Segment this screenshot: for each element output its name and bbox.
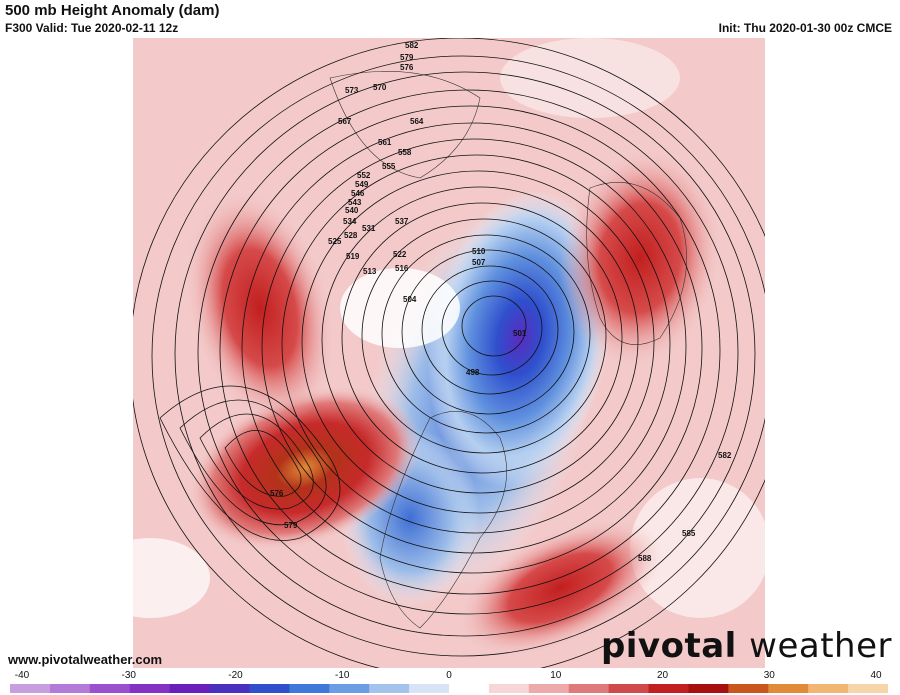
colorbar-tick: 20 (656, 670, 669, 681)
contour-label: 588 (638, 554, 652, 563)
contour-label: 579 (400, 53, 414, 62)
map-title: 500 mb Height Anomaly (dam) (5, 2, 220, 19)
contour-label: 534 (343, 217, 357, 226)
website-url[interactable]: www.pivotalweather.com (8, 652, 163, 667)
colorbar-tick: -40 (14, 670, 30, 681)
colorbar-tick: 30 (763, 670, 775, 681)
colorbar-swatch (608, 684, 650, 693)
colorbar-swatch (209, 684, 250, 693)
contour-label: 585 (682, 529, 696, 538)
contour-label: 579 (284, 521, 298, 530)
contour-label: 519 (346, 252, 360, 261)
contour-label: 516 (395, 264, 409, 273)
colorbar-swatch (648, 684, 689, 693)
colorbar-swatch (369, 684, 410, 693)
contour-label: 561 (378, 138, 392, 147)
contour-label: 567 (338, 117, 352, 126)
colorbar-tick: 10 (550, 670, 562, 681)
contour-label: 582 (718, 451, 732, 460)
contour-label: 555 (382, 162, 396, 171)
colorbar-swatch (449, 684, 490, 693)
contour-label: 531 (362, 224, 376, 233)
colorbar-swatch (488, 684, 530, 693)
contour-label: 549 (355, 180, 369, 189)
contour-label: 510 (472, 247, 486, 256)
colorbar-swatch (568, 684, 610, 693)
valid-time-label: F300 Valid: Tue 2020-02-11 12z (5, 21, 179, 35)
contour-label: 498 (466, 368, 480, 377)
contour-label: 540 (345, 206, 359, 215)
contour-label: 537 (395, 217, 409, 226)
contour-label: 525 (328, 237, 342, 246)
contour-label: 528 (344, 231, 358, 240)
contour-label: 558 (398, 148, 412, 157)
height-contours (133, 38, 765, 668)
colorbar-swatch (10, 684, 51, 693)
colorbar-swatch (409, 684, 450, 693)
contour-label: 573 (345, 86, 359, 95)
contour-label: 507 (472, 258, 486, 267)
colorbar (10, 684, 888, 693)
colorbar-swatch (728, 684, 769, 693)
colorbar-swatch (169, 684, 211, 693)
contour-labels: 582 579 576 573 570 567 564 561 558 555 … (270, 41, 732, 563)
brand-word-weather: weather (749, 626, 892, 666)
contour-label: 570 (373, 83, 387, 92)
contour-label: 543 (348, 198, 362, 207)
contour-label: 522 (393, 250, 407, 259)
anomaly-shading (133, 38, 765, 668)
colorbar-swatch (848, 684, 888, 693)
contour-label: 513 (363, 267, 377, 276)
init-time-label: Init: Thu 2020-01-30 00z CMCE (718, 21, 892, 35)
contour-label: 576 (270, 489, 284, 498)
contour-label: 576 (400, 63, 414, 72)
colorbar-tick: -20 (228, 670, 243, 681)
height-anomaly-map: 582 579 576 573 570 567 564 561 558 555 … (0, 38, 900, 668)
colorbar-swatch (768, 684, 809, 693)
contour-label: 564 (410, 117, 424, 126)
colorbar-tick: -30 (121, 670, 136, 681)
colorbar-swatch (289, 684, 330, 693)
colorbar-swatch (329, 684, 370, 693)
colorbar-tick: -10 (335, 670, 350, 681)
colorbar-swatch (528, 684, 570, 693)
colorbar-swatch (129, 684, 171, 693)
contour-label: 582 (405, 41, 419, 50)
contour-label: 501 (513, 329, 527, 338)
contour-label: 504 (403, 295, 417, 304)
colorbar-tick: 40 (870, 670, 882, 681)
brand-logo: pivotal weather (601, 626, 892, 666)
contour-label: 552 (357, 171, 371, 180)
colorbar-swatch (808, 684, 849, 693)
colorbar-tick: 0 (446, 670, 452, 681)
colorbar-swatch (49, 684, 91, 693)
brand-word-pivotal: pivotal (600, 626, 737, 666)
contour-label: 546 (351, 189, 365, 198)
colorbar-swatch (688, 684, 729, 693)
colorbar-swatch (89, 684, 131, 693)
colorbar-tick-labels: -40 -30 -20 -10 0 10 20 30 40 (10, 670, 888, 684)
colorbar-swatch (249, 684, 290, 693)
